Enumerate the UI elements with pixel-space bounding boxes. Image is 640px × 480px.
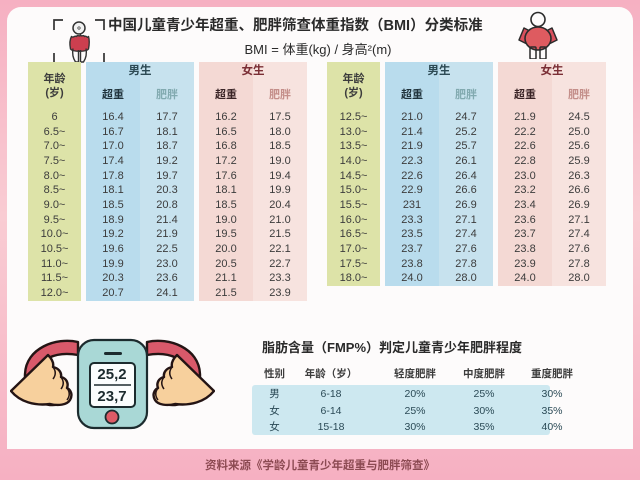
- svg-text:25,2: 25,2: [97, 366, 126, 383]
- svg-text:23,7: 23,7: [97, 388, 126, 405]
